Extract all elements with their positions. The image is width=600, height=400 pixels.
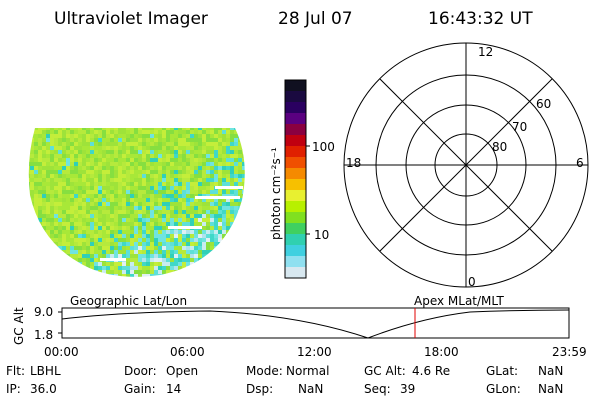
- colorbar-cell: [285, 113, 306, 125]
- colorbar-cell: [285, 245, 306, 257]
- seq-value: 39: [400, 382, 416, 396]
- mode-value: Normal: [286, 364, 330, 378]
- flt-label: Flt:: [6, 364, 25, 378]
- colorbar-cell: [285, 179, 306, 191]
- glon-value: NaN: [538, 382, 564, 396]
- ip-value: 36.0: [30, 382, 57, 396]
- dsp-label: Dsp:: [246, 382, 274, 396]
- colorbar-cell: [285, 201, 306, 213]
- colorbar-cell: [285, 146, 306, 158]
- x-tick-1200: 12:00: [297, 345, 332, 359]
- colorbar-cell: [285, 124, 306, 136]
- gc-alt-axis-label: GC Alt: [12, 307, 26, 345]
- instrument-title: Ultraviolet Imager: [54, 9, 208, 29]
- colorbar-unit-label: photon cm⁻²s⁻¹: [269, 147, 283, 240]
- colorbar-tick-100: 100: [312, 140, 335, 154]
- glat-label: GLat:: [486, 364, 519, 378]
- mlt-label-18: 18: [346, 156, 362, 170]
- colorbar-cell: [285, 267, 306, 279]
- gain-label: Gain:: [124, 382, 156, 396]
- date-label: 28 Jul 07: [278, 9, 353, 29]
- gc-alt-value: 4.6 Re: [412, 364, 451, 378]
- colorbar-cell: [285, 256, 306, 268]
- mode-label: Mode:: [246, 364, 283, 378]
- colorbar-cell: [285, 157, 306, 169]
- gc-alt-label: GC Alt:: [364, 364, 406, 378]
- flt-value: LBHL: [30, 364, 61, 378]
- apex-label: Apex MLat/MLT: [414, 294, 504, 308]
- glat-value: NaN: [538, 364, 564, 378]
- door-value: Open: [166, 364, 199, 378]
- door-label: Door:: [124, 364, 157, 378]
- y-tick-9: 9.0: [34, 305, 54, 319]
- colorbar-cell: [285, 190, 306, 202]
- time-label: 16:43:32 UT: [428, 9, 533, 29]
- geographic-label: Geographic Lat/Lon: [70, 294, 188, 308]
- x-tick-2359: 23:59: [552, 345, 587, 359]
- colorbar-cell: [285, 223, 306, 235]
- mlat-label-60: 60: [536, 97, 552, 111]
- colorbar-cell: [285, 80, 306, 92]
- colorbar-cell: [285, 135, 306, 147]
- colorbar-cell: [285, 102, 306, 114]
- gain-value: 14: [166, 382, 182, 396]
- seq-label: Seq:: [364, 382, 391, 396]
- mlt-label-12: 12: [478, 45, 494, 59]
- y-tick-1-8: 1.8: [34, 328, 54, 342]
- dsp-value: NaN: [298, 382, 324, 396]
- x-tick-0600: 06:00: [170, 345, 205, 359]
- mlt-label-0: 0: [468, 275, 476, 289]
- colorbar-cell: [285, 91, 306, 103]
- glon-label: GLon:: [486, 382, 521, 396]
- mlat-label-70: 70: [512, 120, 528, 134]
- colorbar-cell: [285, 212, 306, 224]
- mlat-label-80: 80: [492, 140, 508, 154]
- x-tick-0000: 00:00: [44, 345, 79, 359]
- ip-label: IP:: [6, 382, 21, 396]
- colorbar-cell: [285, 234, 306, 246]
- mlt-label-6: 6: [576, 156, 584, 170]
- x-tick-1800: 18:00: [424, 345, 459, 359]
- colorbar-tick-10: 10: [314, 228, 330, 242]
- colorbar-cell: [285, 168, 306, 180]
